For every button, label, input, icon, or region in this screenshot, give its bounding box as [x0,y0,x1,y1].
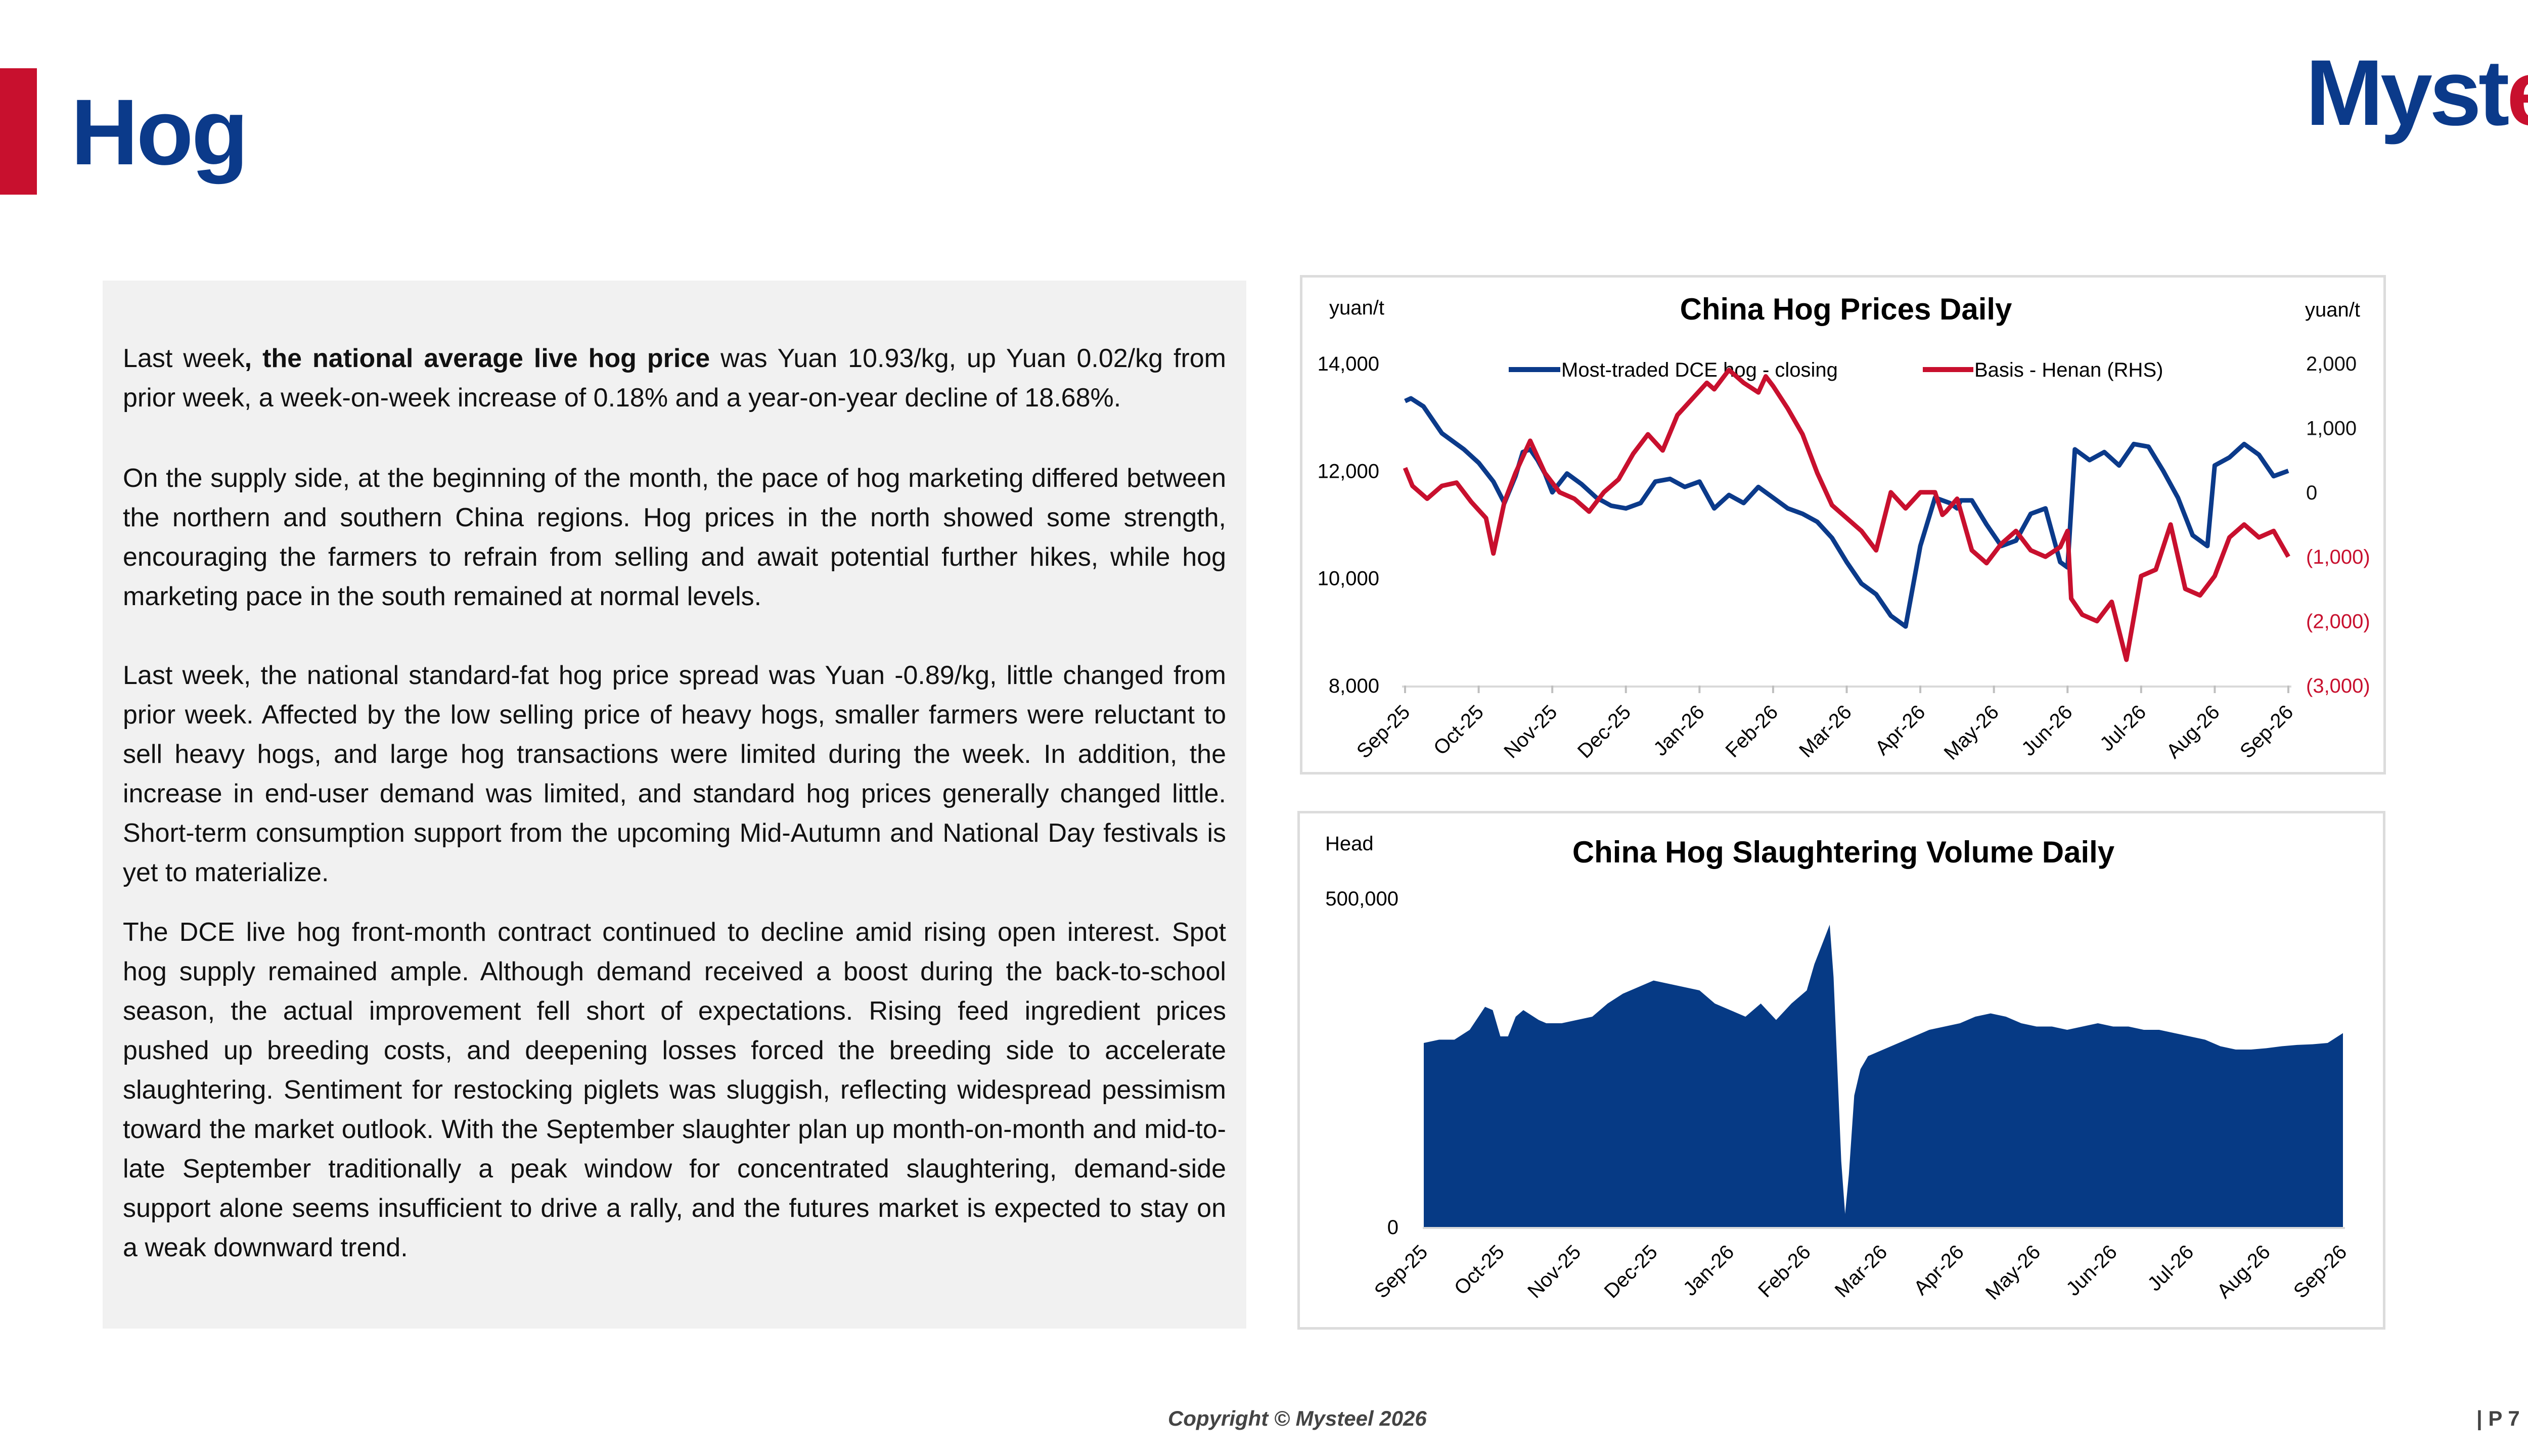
copyright-footer: Copyright © Mysteel 2026 [1168,1406,1427,1430]
x-tick-label-jul-26: Jul-26 [2096,701,2150,755]
y-tick-label-8-000: 8,000 [1329,675,1379,697]
y2-tick-label-1-000: (1,000) [2306,546,2370,568]
x-tick-label-aug-26: Aug-26 [2213,1241,2275,1302]
x-tick-label-oct-25: Oct-25 [1429,701,1488,759]
x-tick-label-sep-25: Sep-25 [1352,701,1414,762]
y-tick-label-10-000: 10,000 [1318,568,1379,590]
x-tick-label-apr-26: Apr-26 [1910,1241,1968,1299]
x-tick-label-apr-26: Apr-26 [1871,701,1929,759]
x-tick-label-jun-26: Jun-26 [2062,1241,2121,1300]
x-tick-label-jan-26: Jan-26 [1649,701,1709,760]
hog-prices-svg: China Hog Prices Daily yuan/t yuan/t Mos… [1318,292,2370,764]
x-tick-label-jul-26: Jul-26 [2143,1241,2198,1295]
paragraph-supply: On the supply side, at the beginning of … [123,464,1226,611]
x-tick-label-nov-25: Nov-25 [1523,1241,1585,1302]
chart-title: China Hog Slaughtering Volume Daily [1572,835,2115,869]
slaughter-volume-chart: China Hog Slaughtering Volume Daily Head… [1297,811,2385,1330]
logo-text-accent: ee [2507,41,2528,145]
legend-label-dce: Most-traded DCE hog - closing [1561,359,1838,381]
x-tick-label-oct-25: Oct-25 [1450,1241,1509,1299]
y-tick-label-500-000: 500,000 [1325,888,1398,910]
y-tick-label-0: 0 [1387,1216,1398,1239]
y-tick-label-12-000: 12,000 [1318,460,1379,482]
commentary-panel: Last week, the national average live hog… [103,281,1246,1329]
x-tick-label-nov-25: Nov-25 [1500,701,1561,762]
x-tick-label-dec-25: Dec-25 [1573,701,1635,762]
x-tick-label-mar-26: Mar-26 [1831,1241,1892,1302]
mysteel-logo: Mysteel [2306,47,2528,140]
y2-tick-label-0: 0 [2306,482,2317,504]
paragraph-price-spread: Last week, the national standard-fat hog… [123,661,1226,887]
x-tick-label-sep-26: Sep-26 [2236,701,2297,762]
series-line-basis-henan [1403,368,2290,662]
x-tick-label-mar-26: Mar-26 [1795,701,1856,762]
p1-bold: , the national average live hog price [244,344,710,373]
x-tick-label-aug-26: Aug-26 [2162,701,2224,762]
y-axis-label-left: yuan/t [1329,297,1384,319]
page-title: Hog [71,80,249,185]
x-tick-label-sep-25: Sep-25 [1370,1241,1432,1302]
p1-lead: Last week [123,344,245,373]
y-axis-label: Head [1325,833,1374,855]
x-tick-label-jun-26: Jun-26 [2017,701,2077,760]
hog-prices-chart: China Hog Prices Daily yuan/t yuan/t Mos… [1300,275,2386,775]
section-accent-bar [0,68,37,195]
slaughter-volume-svg: China Hog Slaughtering Volume Daily Head… [1325,833,2351,1304]
paragraph-futures: The DCE live hog front-month contract co… [123,918,1226,1262]
logo-text-main: Myst [2306,41,2509,145]
y2-tick-label-2-000: (2,000) [2306,611,2370,633]
y-axis-label-right: yuan/t [2305,299,2360,321]
series-line-dce-closing [1404,396,2289,629]
x-tick-label-feb-26: Feb-26 [1754,1241,1815,1302]
x-tick-label-may-26: May-26 [1981,1241,2045,1304]
y2-tick-label-2-000: 2,000 [2306,353,2357,375]
chart-title: China Hog Prices Daily [1680,292,2012,326]
y2-tick-label-3-000: (3,000) [2306,675,2370,697]
x-tick-label-sep-26: Sep-26 [2289,1241,2351,1302]
x-tick-label-feb-26: Feb-26 [1722,701,1783,762]
y2-tick-label-1-000: 1,000 [2306,417,2357,439]
x-tick-label-jan-26: Jan-26 [1679,1241,1739,1300]
page-number: | P 7 [2476,1406,2520,1430]
x-tick-label-may-26: May-26 [1940,701,2003,764]
paragraph-average-price: Last week, the national average live hog… [123,339,1226,418]
y-tick-label-14-000: 14,000 [1318,353,1379,375]
legend-label-basis: Basis - Henan (RHS) [1974,359,2163,381]
x-tick-label-dec-25: Dec-25 [1600,1241,1662,1302]
series-area-slaughter-volume [1424,925,2343,1227]
p1-rest: was Yuan 10.93/kg, up Yuan 0.02/kg from … [123,344,1227,413]
